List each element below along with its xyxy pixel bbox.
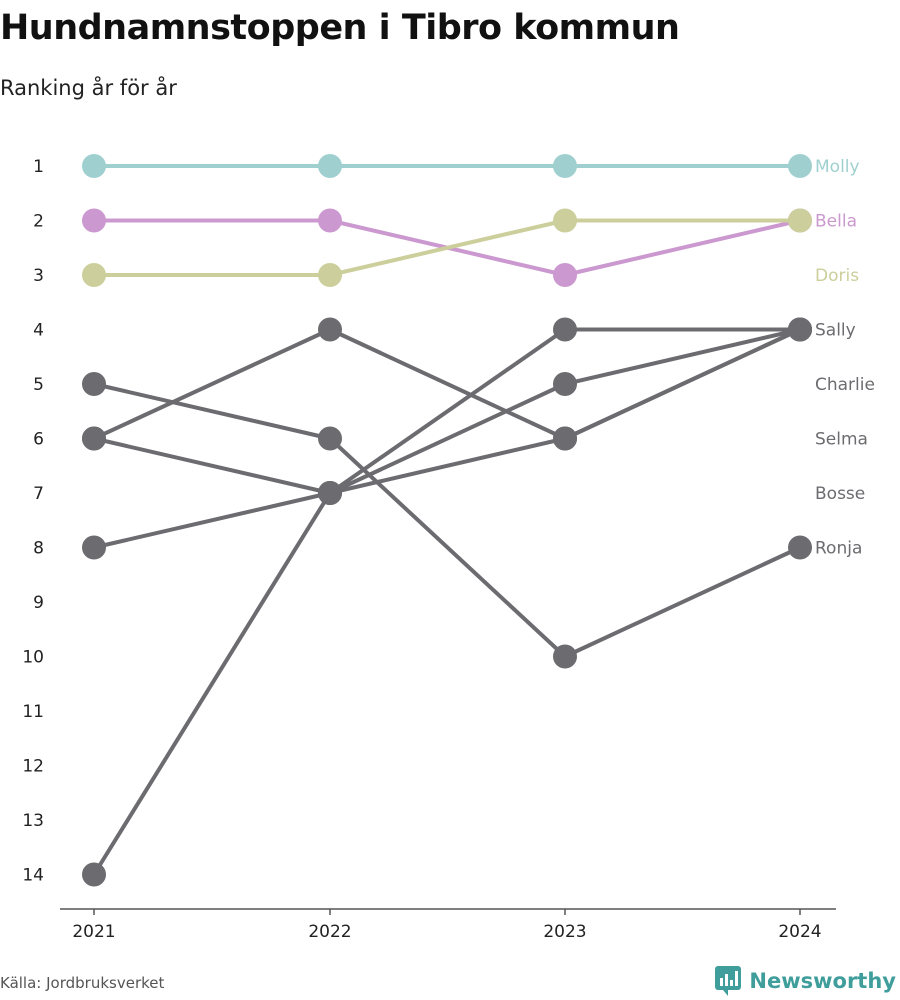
series-line-sally [92,327,802,877]
series-line-ronja [92,382,802,659]
end-label-sally: Sally [815,321,856,341]
point-molly-2024 [788,154,812,178]
series-line-bosse [92,327,802,495]
y-tick-label: 11 [22,702,44,722]
point-bosse-2021 [82,426,106,451]
x-tick-label: 2021 [72,922,115,942]
point-molly-2021 [82,154,106,178]
x-tick-label: 2024 [778,922,821,942]
series-line-doris [92,218,802,277]
series-end-labels: Molly Bella Doris Sally Charlie Selma Bosse Ron… [815,157,875,559]
point-selma-2021 [82,535,106,560]
point-bosse-2023 [553,426,577,451]
end-label-doris: Doris [815,266,859,286]
y-tick-label: 9 [33,593,44,613]
series-lines [92,164,802,877]
brand-logo[interactable]: Newsworthy [715,966,896,996]
chart-subtitle: Ranking år för år [0,76,177,100]
point-doris-2021 [82,263,106,287]
x-tick-label: 2022 [308,922,351,942]
point-doris-2023 [553,208,577,233]
point-ronja-2022 [318,426,342,451]
end-label-charlie: Charlie [815,375,875,395]
x-axis: 2021 2022 2023 2024 [60,908,836,942]
y-tick-label: 12 [22,757,44,777]
point-bella-2023 [553,263,577,287]
y-tick-label: 8 [33,539,44,559]
series-points [82,154,812,887]
point-ronja-2021 [82,372,106,396]
source-note: Källa: Jordbruksverket [0,974,165,992]
point-molly-2023 [553,154,577,178]
point-charlie-2022 [318,317,342,342]
series-line-charlie [92,327,802,441]
point-bella-2021 [82,208,106,233]
series-line-selma [92,327,802,550]
y-tick-label: 1 [33,157,44,177]
point-sally-2023 [553,317,577,342]
end-label-molly: Molly [815,157,860,177]
x-tick-label: 2023 [543,922,586,942]
point-bosse-2024 [788,317,812,342]
end-label-bosse: Bosse [815,484,865,504]
point-doris-2024 [788,208,812,233]
brand-name: Newsworthy [749,969,896,993]
point-sally-2021 [82,862,106,887]
point-doris-2022 [318,263,342,287]
newsworthy-logo-icon [715,966,742,996]
point-ronja-2023 [553,644,577,669]
point-bosse-2022 [318,481,342,505]
y-tick-label: 2 [33,212,44,232]
y-tick-label: 14 [22,866,44,886]
point-bella-2022 [318,208,342,233]
y-tick-label: 5 [33,375,44,395]
y-tick-label: 3 [33,266,44,286]
point-molly-2022 [318,154,342,178]
y-tick-label: 6 [33,430,44,450]
end-label-bella: Bella [815,212,857,232]
end-label-ronja: Ronja [815,539,862,559]
chart-title: Hundnamnstoppen i Tibro kommun [0,8,680,48]
end-label-selma: Selma [815,430,868,450]
y-tick-label: 7 [33,484,44,504]
y-tick-label: 13 [22,811,44,831]
y-tick-label: 4 [33,321,44,341]
point-ronja-2024 [788,535,812,560]
y-tick-label: 10 [22,648,44,668]
point-selma-2023 [553,372,577,396]
